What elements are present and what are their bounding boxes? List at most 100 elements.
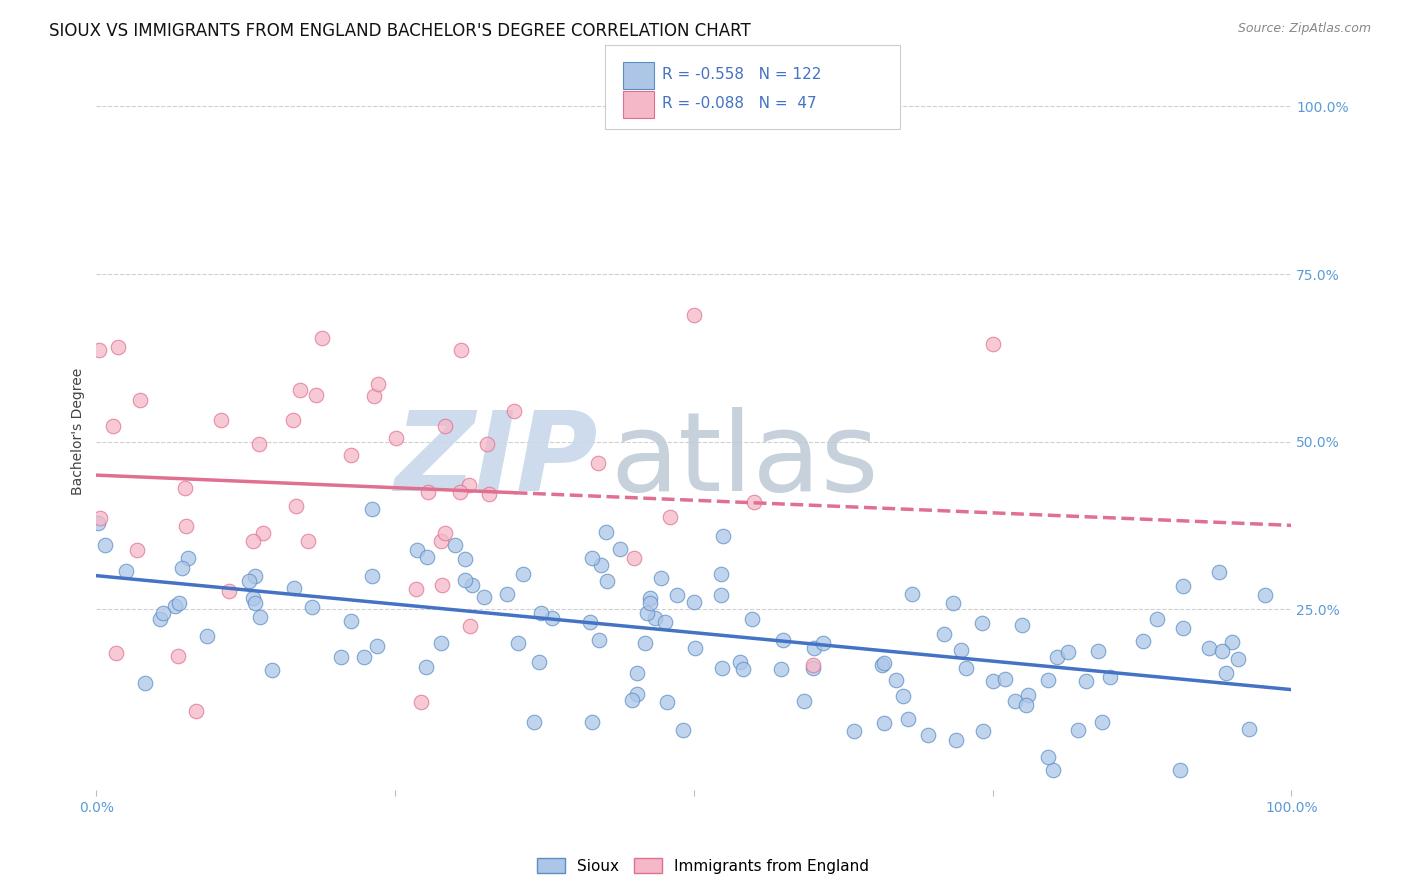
Point (195, 629, 218, 643)
Point (416, 485, 439, 500)
Point (165, 599, 187, 614)
Point (105, 647, 128, 661)
Text: Source: ZipAtlas.com: Source: ZipAtlas.com (1237, 22, 1371, 36)
Text: atlas: atlas (610, 407, 879, 514)
Point (710, 661, 733, 675)
Point (1015, 698, 1038, 712)
Point (1067, 723, 1090, 738)
Point (366, 639, 388, 653)
Point (406, 542, 429, 557)
Point (429, 636, 451, 650)
Point (949, 642, 972, 657)
Point (636, 607, 658, 621)
Point (772, 632, 794, 647)
Point (433, 525, 456, 540)
Point (184, 704, 207, 718)
Point (654, 615, 676, 629)
Point (429, 534, 451, 549)
Point (128, 393, 150, 408)
Point (634, 636, 657, 650)
Point (242, 591, 264, 605)
Point (1171, 621, 1194, 635)
Point (801, 661, 824, 675)
Point (127, 542, 149, 557)
Point (609, 542, 631, 557)
Point (353, 650, 375, 665)
Point (1208, 565, 1230, 579)
Point (367, 376, 389, 391)
Point (1168, 763, 1191, 777)
Point (945, 733, 967, 747)
Point (1239, 723, 1261, 737)
Point (115, 565, 138, 579)
Point (247, 437, 270, 451)
Point (149, 612, 172, 626)
Point (672, 723, 695, 737)
Point (458, 618, 481, 632)
Point (360, 501, 382, 516)
Point (385, 431, 408, 445)
Point (1215, 666, 1237, 681)
Point (330, 649, 353, 664)
Point (540, 611, 562, 625)
Point (460, 578, 482, 592)
Point (884, 673, 907, 687)
Point (454, 552, 477, 566)
Point (711, 529, 734, 543)
Point (416, 549, 439, 564)
Point (891, 689, 914, 703)
Point (1056, 645, 1078, 659)
Point (793, 693, 815, 707)
Point (176, 551, 198, 566)
Point (405, 582, 427, 596)
Point (360, 568, 382, 582)
Point (283, 581, 305, 595)
Point (304, 388, 326, 402)
Point (454, 573, 477, 587)
Point (655, 695, 678, 709)
Point (682, 595, 704, 609)
Point (644, 611, 666, 625)
Point (311, 331, 333, 345)
Point (262, 663, 284, 677)
Point (301, 599, 323, 614)
Point (742, 495, 765, 509)
Text: R = -0.558   N = 122: R = -0.558 N = 122 (662, 68, 821, 82)
Point (1220, 635, 1243, 649)
Point (89, 510, 111, 524)
Point (152, 606, 174, 620)
Point (450, 343, 472, 358)
Y-axis label: Bachelor's Degree: Bachelor's Degree (72, 368, 86, 495)
Point (1011, 617, 1033, 632)
Point (478, 486, 501, 500)
Point (512, 567, 534, 582)
Point (588, 632, 610, 647)
Point (249, 610, 271, 624)
Point (503, 404, 526, 418)
Point (1227, 652, 1250, 666)
Text: R = -0.088   N =  47: R = -0.088 N = 47 (662, 96, 817, 111)
Point (1036, 673, 1059, 688)
Point (243, 596, 266, 610)
Point (134, 675, 156, 690)
Point (434, 418, 457, 433)
Point (252, 525, 274, 540)
Point (238, 574, 260, 588)
Text: SIOUX VS IMMIGRANTS FROM ENGLAND BACHELOR'S DEGREE CORRELATION CHART: SIOUX VS IMMIGRANTS FROM ENGLAND BACHELO… (49, 22, 751, 40)
Point (917, 728, 939, 742)
Point (741, 612, 763, 626)
Point (167, 596, 190, 610)
Point (897, 712, 920, 726)
Point (523, 714, 546, 729)
Point (472, 590, 495, 604)
Point (1004, 694, 1026, 708)
Point (174, 481, 197, 495)
Point (496, 587, 519, 601)
Point (658, 509, 681, 524)
Point (972, 724, 994, 739)
Point (409, 695, 432, 709)
Point (626, 687, 648, 701)
Point (340, 448, 363, 462)
Point (508, 636, 530, 650)
Point (1076, 673, 1098, 688)
